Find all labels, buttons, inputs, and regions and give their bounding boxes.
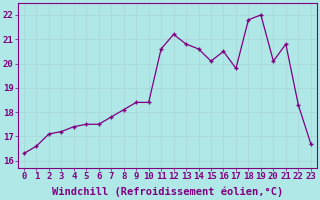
X-axis label: Windchill (Refroidissement éolien,°C): Windchill (Refroidissement éolien,°C) [52,187,283,197]
